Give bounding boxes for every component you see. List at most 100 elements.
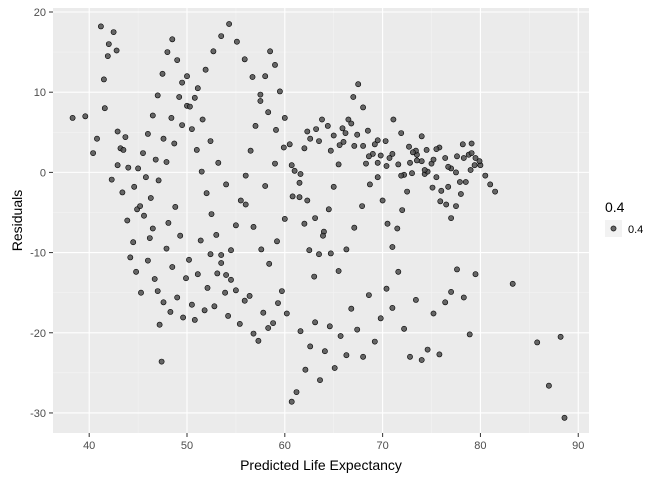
data-point	[199, 116, 206, 123]
data-point	[267, 48, 273, 55]
data-point	[249, 74, 256, 80]
data-point	[366, 181, 373, 188]
data-point	[101, 105, 108, 112]
data-point	[438, 187, 445, 194]
data-point	[340, 138, 347, 145]
data-point	[326, 323, 333, 330]
data-point	[389, 150, 396, 157]
data-point	[316, 251, 322, 258]
data-point	[207, 251, 214, 258]
data-point	[374, 159, 381, 166]
data-point	[168, 115, 175, 121]
data-point	[412, 296, 419, 303]
data-point	[232, 222, 239, 229]
data-point	[108, 176, 115, 183]
data-point	[348, 305, 355, 312]
data-point	[94, 135, 100, 142]
data-point	[237, 197, 244, 204]
data-point	[280, 144, 287, 151]
data-point	[180, 314, 186, 321]
data-point	[207, 138, 214, 144]
data-point	[307, 343, 314, 350]
data-point	[149, 112, 156, 119]
data-point	[155, 177, 162, 184]
x-axis-title: Predicted Life Expectancy	[240, 457, 402, 473]
data-point	[377, 315, 384, 322]
data-point	[159, 70, 166, 77]
data-point	[226, 21, 232, 27]
data-point	[459, 141, 466, 148]
data-point	[246, 292, 253, 299]
x-axis: 40 50 60 70 80 90	[83, 433, 584, 452]
data-point	[225, 312, 231, 319]
data-point	[188, 301, 195, 308]
data-point	[197, 237, 204, 244]
y-tick-label: 10	[34, 87, 46, 99]
data-point	[360, 104, 366, 111]
data-point	[90, 150, 96, 156]
data-point	[98, 23, 104, 30]
data-point	[198, 168, 205, 175]
data-point	[223, 272, 229, 278]
data-point	[359, 203, 365, 209]
data-point	[448, 288, 454, 295]
data-point	[223, 181, 229, 188]
data-point	[377, 152, 384, 159]
data-point	[398, 172, 405, 179]
data-point	[188, 126, 195, 133]
data-point	[82, 113, 89, 120]
data-point	[156, 321, 163, 328]
data-point	[191, 94, 198, 101]
data-point	[379, 197, 386, 204]
data-point	[202, 66, 209, 73]
data-point	[122, 134, 129, 140]
data-point	[142, 174, 149, 181]
data-point	[214, 270, 221, 277]
data-point	[354, 131, 361, 138]
data-point	[137, 203, 143, 209]
data-point	[437, 198, 444, 205]
data-point	[179, 122, 185, 128]
data-point	[149, 225, 156, 232]
data-point	[183, 275, 189, 282]
data-point	[203, 190, 210, 197]
data-point	[296, 194, 303, 201]
data-point	[457, 191, 464, 197]
x-tick-label: 40	[83, 440, 95, 452]
data-point	[154, 92, 161, 99]
minor-gridlines	[53, 8, 589, 433]
data-point	[194, 85, 201, 92]
data-point	[176, 94, 183, 100]
data-point	[218, 252, 225, 258]
data-point	[222, 289, 228, 296]
data-point	[343, 352, 350, 359]
data-point	[127, 254, 134, 261]
data-point	[257, 98, 264, 104]
data-point	[472, 271, 479, 278]
data-point	[365, 153, 372, 160]
data-point	[454, 266, 460, 273]
data-point	[406, 143, 412, 150]
data-point	[365, 292, 372, 298]
data-point	[509, 280, 516, 287]
data-point	[204, 284, 211, 291]
data-point	[228, 276, 234, 283]
data-point	[430, 310, 437, 317]
data-point	[345, 116, 352, 123]
data-point	[114, 162, 121, 169]
data-point	[335, 268, 342, 274]
data-point	[286, 141, 293, 148]
data-point	[125, 164, 132, 171]
data-point	[418, 158, 425, 165]
data-point	[330, 132, 337, 139]
data-point	[339, 125, 346, 132]
data-point	[144, 130, 151, 137]
data-point	[140, 150, 146, 156]
data-point	[534, 339, 541, 346]
legend-point-icon	[610, 225, 617, 232]
data-point	[304, 128, 311, 135]
data-point	[146, 235, 153, 241]
data-point	[301, 220, 308, 227]
data-point	[442, 155, 449, 161]
data-point	[262, 73, 269, 80]
